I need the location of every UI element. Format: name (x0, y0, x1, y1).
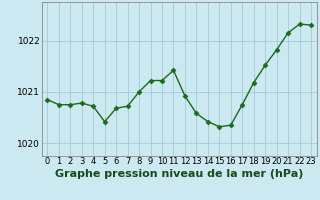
X-axis label: Graphe pression niveau de la mer (hPa): Graphe pression niveau de la mer (hPa) (55, 169, 303, 179)
